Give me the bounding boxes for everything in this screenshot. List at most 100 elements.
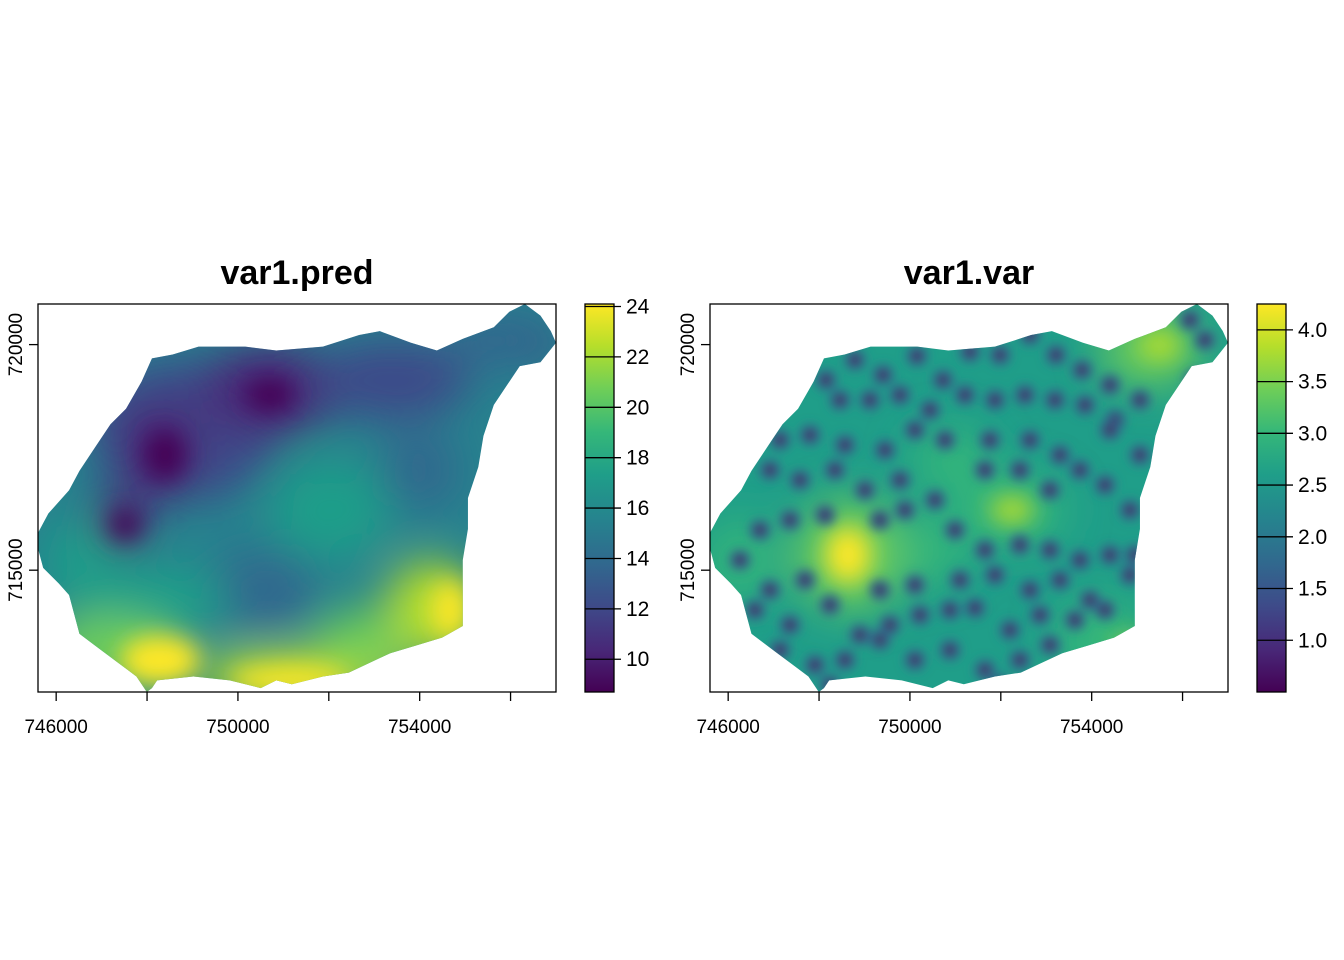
low-variance-spot — [1070, 615, 1080, 625]
low-variance-spot — [1080, 665, 1090, 675]
low-variance-spot — [785, 620, 795, 630]
low-variance-spot — [765, 585, 775, 595]
raster-var — [710, 304, 1228, 692]
low-variance-spot — [1015, 540, 1025, 550]
low-variance-spot — [1077, 365, 1087, 375]
low-variance-spot — [750, 605, 760, 615]
low-variance-spot — [945, 645, 955, 655]
low-variance-spot — [1135, 395, 1145, 405]
low-variance-spot — [1075, 465, 1085, 475]
low-variance-spot — [1099, 649, 1121, 671]
low-variance-spot — [980, 545, 990, 555]
low-variance-spot — [1085, 595, 1095, 605]
low-variance-spot — [880, 445, 890, 455]
low-variance-spot — [1025, 435, 1035, 445]
low-variance-spot — [1074, 659, 1096, 681]
low-variance-spot — [1020, 390, 1030, 400]
panel-pred: var1.pred — [6, 254, 650, 738]
low-variance-spot — [910, 425, 920, 435]
low-variance-spot — [910, 580, 920, 590]
low-variance-spot — [865, 395, 875, 405]
low-variance-spot — [775, 435, 785, 445]
low-variance-spot — [875, 515, 885, 525]
chart-title: var1.pred — [220, 254, 373, 292]
plot-frame — [709, 303, 1229, 693]
colorbar-tick-label: 20 — [626, 396, 649, 419]
low-variance-spot — [765, 465, 775, 475]
low-variance-spot — [735, 555, 745, 565]
low-variance-spot — [938, 375, 948, 385]
y-axis: 715000 720000 — [6, 313, 38, 602]
x-tick-label: 754000 — [1060, 717, 1123, 738]
colorbar-tick-label: 10 — [626, 648, 649, 671]
low-variance-spot — [755, 525, 765, 535]
low-variance-spot — [1100, 605, 1110, 615]
low-variance-spot — [875, 585, 885, 595]
low-variance-spot — [980, 665, 990, 675]
y-tick-label: 720000 — [678, 313, 699, 376]
low-variance-spot — [985, 435, 995, 445]
low-variance-spot — [990, 395, 1000, 405]
low-variance-spot — [885, 620, 895, 630]
low-variance-spot — [1050, 395, 1060, 405]
low-variance-spot — [940, 435, 950, 445]
colorbar-tick-label: 14 — [626, 547, 650, 570]
low-variance-spot — [960, 390, 970, 400]
low-variance-spot — [840, 440, 850, 450]
low-variance-spot — [800, 575, 810, 585]
low-variance-spot — [1035, 610, 1045, 620]
low-variance-spot — [1075, 555, 1085, 565]
colorbar-tick-label: 1.5 — [1298, 578, 1327, 601]
low-variance-spot — [805, 430, 815, 440]
chart-title: var1.var — [904, 254, 1034, 292]
low-variance-spot — [1200, 335, 1210, 345]
low-variance-spot — [1025, 330, 1035, 340]
low-variance-spot — [945, 605, 955, 615]
colorbar-tick-label: 2.0 — [1298, 526, 1327, 549]
colorbar-tick-label: 3.0 — [1298, 422, 1327, 445]
low-variance-spot — [895, 475, 905, 485]
low-variance-spot — [850, 355, 860, 365]
colorbar-ticks: 1.0 1.5 2.0 2.5 3.0 3.5 4.0 — [1257, 319, 1327, 652]
low-variance-spot — [995, 680, 1005, 690]
low-variance-spot — [1055, 575, 1065, 585]
low-variance-spot — [1045, 545, 1055, 555]
low-variance-spot — [1105, 380, 1115, 390]
low-variance-spot — [955, 575, 965, 585]
low-variance-spot — [1051, 350, 1061, 360]
colorbar-tick-label: 12 — [626, 598, 649, 621]
colorbar-tick-label: 1.0 — [1298, 629, 1327, 652]
low-variance-spot — [1135, 450, 1145, 460]
colorbar-tick-label: 4.0 — [1298, 319, 1327, 342]
low-variance-spot — [912, 351, 922, 361]
low-variance-spot — [830, 465, 840, 475]
y-tick-label: 715000 — [6, 538, 27, 601]
x-axis: 746000 750000 754000 — [24, 692, 512, 738]
low-variance-spot — [995, 350, 1005, 360]
panel-var: var1.var 746000 750000 75400 — [678, 254, 1327, 738]
low-variance-spot — [775, 645, 785, 655]
low-variance-spot — [925, 405, 935, 415]
colorbar-tick-label: 22 — [626, 346, 649, 369]
low-variance-spot — [825, 680, 835, 690]
low-variance-spot — [990, 570, 1000, 580]
low-variance-spot — [1025, 585, 1035, 595]
low-variance-spot — [950, 525, 960, 535]
low-variance-spot — [785, 515, 795, 525]
low-variance-spot — [910, 655, 920, 665]
plot-frame — [37, 303, 557, 693]
low-variance-spot — [819, 674, 841, 692]
low-variance-spot — [820, 510, 830, 520]
low-variance-spot — [840, 655, 850, 665]
low-variance-spot — [1105, 655, 1115, 665]
colorbar-tick-label: 2.5 — [1298, 474, 1327, 497]
x-tick-label: 746000 — [696, 717, 759, 738]
low-variance-spot — [895, 390, 905, 400]
low-variance-spot — [965, 347, 975, 357]
low-variance-spot — [825, 600, 835, 610]
low-variance-spot — [1185, 315, 1195, 325]
low-variance-spot — [930, 495, 940, 505]
low-variance-spot — [835, 395, 845, 405]
x-tick-label: 746000 — [24, 717, 87, 738]
